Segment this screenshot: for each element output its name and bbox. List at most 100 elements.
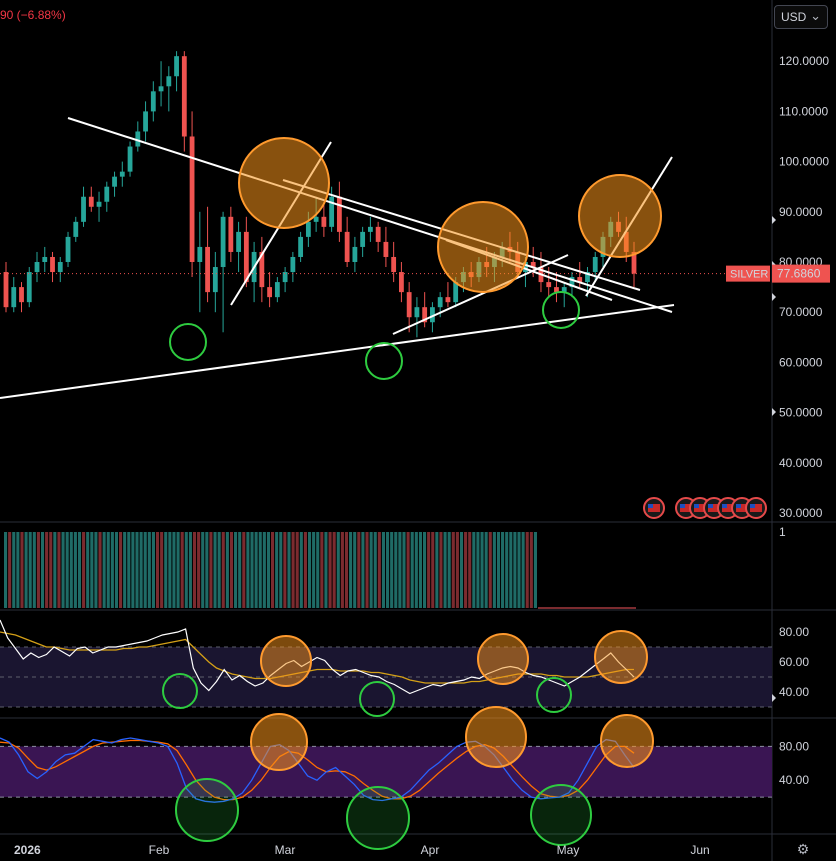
candle-body <box>546 282 552 288</box>
candle-body <box>243 231 249 283</box>
volume-bar <box>279 532 283 608</box>
volume-bar <box>36 532 40 608</box>
volume-bar <box>529 532 533 608</box>
price-badge-value <box>772 264 830 283</box>
candle-body <box>530 262 536 268</box>
us-flag-icon <box>750 504 755 508</box>
volume-bar <box>4 532 8 608</box>
volume-bar <box>271 532 275 608</box>
volume-bar <box>410 532 414 608</box>
volume-bar <box>82 532 86 608</box>
volume-bar <box>61 532 65 608</box>
volume-bar <box>77 532 82 608</box>
candle-body <box>298 236 304 257</box>
price-change-readout: 90 (−6.88%) <box>0 8 66 22</box>
stoch-axis-tick: 80.00 <box>779 739 809 753</box>
candle-body <box>166 76 172 87</box>
volume-bar <box>324 532 328 608</box>
candle-body <box>81 196 86 222</box>
volume-bar <box>262 532 266 608</box>
volume-bar <box>455 532 459 608</box>
candle-body <box>329 196 335 227</box>
volume-bar <box>501 532 505 608</box>
volume-bar <box>328 532 332 608</box>
volume-bar <box>160 532 164 608</box>
candle-body <box>112 176 117 187</box>
currency-selector[interactable]: USD ⌄ <box>774 5 828 29</box>
price-axis-tick: 60.0000 <box>779 355 823 369</box>
candle-body <box>290 256 296 273</box>
candle-body <box>336 196 342 232</box>
candle-body <box>220 216 226 268</box>
highlight-circle-orange <box>578 174 662 258</box>
volume-bar <box>229 532 234 608</box>
volume-bar <box>418 532 422 608</box>
volume-bar <box>422 532 427 608</box>
candle-body <box>321 216 327 227</box>
highlight-circle-green <box>162 673 198 709</box>
volume-bar <box>32 532 36 608</box>
volume-bar <box>427 532 431 608</box>
candle-body <box>181 56 187 137</box>
gear-icon[interactable]: ⚙ <box>796 841 810 857</box>
candle-body <box>236 231 241 252</box>
volume-bar <box>86 532 90 608</box>
us-flag-icon <box>694 504 706 512</box>
us-flag-icon <box>648 504 660 512</box>
volume-bar <box>509 532 513 608</box>
candle-body <box>96 201 102 207</box>
volume-bar <box>234 532 238 608</box>
volume-bar <box>332 532 336 608</box>
candle-body <box>274 282 280 298</box>
volume-bar <box>114 532 119 608</box>
volume-bar <box>406 532 410 608</box>
volume-bar <box>353 532 357 608</box>
trendline <box>392 254 569 335</box>
volume-bar <box>275 532 279 608</box>
candle-body <box>375 226 381 242</box>
candle-body <box>42 256 48 262</box>
volume-bar <box>225 532 229 608</box>
axis-marker <box>772 408 776 416</box>
volume-bar <box>242 532 246 608</box>
volume-bar <box>312 532 316 608</box>
volume-bar <box>57 532 61 608</box>
volume-bar <box>205 532 209 608</box>
volume-bar <box>344 532 349 608</box>
volume-bar <box>8 532 12 608</box>
candle-body <box>414 307 420 318</box>
volume-bar <box>525 532 529 608</box>
highlight-circle-orange <box>600 714 654 768</box>
volume-bar <box>431 532 435 608</box>
highlight-circle-green <box>169 323 207 361</box>
volume-bar <box>73 532 77 608</box>
candle-body <box>135 131 141 147</box>
volume-bar <box>472 532 476 608</box>
volume-bar <box>390 532 394 608</box>
volume-bar <box>127 532 131 608</box>
candle-body <box>50 256 55 273</box>
volume-bar <box>53 532 57 608</box>
volume-bar <box>402 532 406 608</box>
candle-body <box>189 136 195 262</box>
volume-bar <box>303 532 307 608</box>
candle-body <box>344 231 350 262</box>
volume-bar <box>517 532 521 608</box>
candle-body <box>158 86 164 92</box>
volume-bar <box>443 532 447 608</box>
highlight-circle-orange <box>238 137 330 229</box>
volume-bar <box>439 532 443 608</box>
candle-body <box>313 216 319 222</box>
volume-bar <box>505 532 509 608</box>
rsi-axis-tick: 60.00 <box>779 655 809 669</box>
candle-body <box>143 111 148 132</box>
candle-body <box>88 196 94 207</box>
us-flag-icon <box>722 504 734 512</box>
candle-body <box>367 226 373 232</box>
candle-body <box>228 216 234 252</box>
candle-body <box>174 56 179 77</box>
stoch-axis-tick: 40.00 <box>779 773 809 787</box>
candle-body <box>65 236 71 262</box>
